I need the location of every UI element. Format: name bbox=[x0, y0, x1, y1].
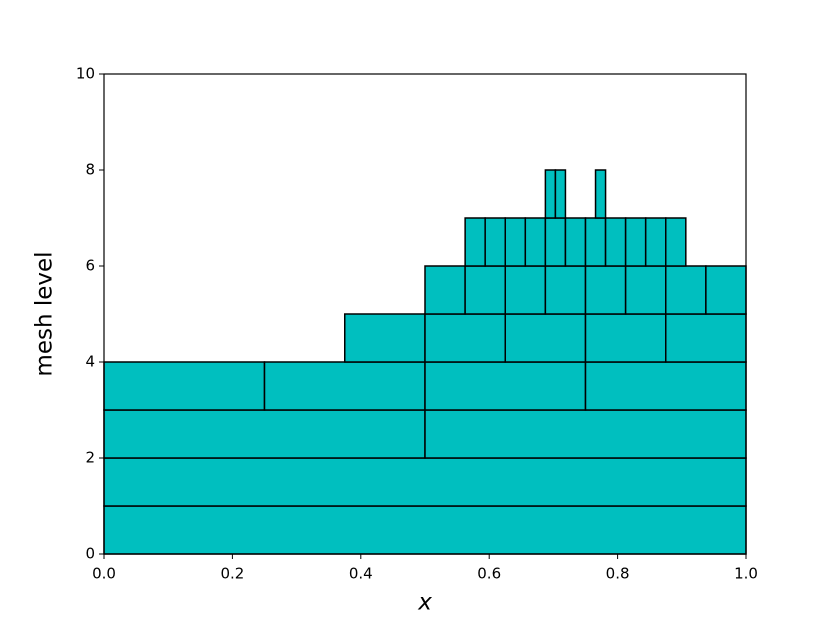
mesh-cell bbox=[424, 409, 747, 459]
y-tick-label: 8 bbox=[85, 161, 95, 179]
x-tick-label: 1.0 bbox=[734, 565, 758, 583]
x-tick-label: 0.2 bbox=[220, 565, 244, 583]
mesh-cell bbox=[103, 505, 747, 555]
mesh-cell bbox=[604, 217, 627, 267]
y-tick-label: 2 bbox=[85, 449, 95, 467]
y-tick-label: 6 bbox=[85, 257, 95, 275]
mesh-cell bbox=[464, 265, 506, 315]
mesh-cell bbox=[584, 313, 667, 363]
mesh-cell bbox=[424, 313, 506, 363]
x-tick-label: 0.8 bbox=[606, 565, 630, 583]
mesh-cell bbox=[705, 265, 747, 315]
mesh-cell bbox=[544, 169, 557, 219]
mesh-cell bbox=[624, 265, 667, 315]
mesh-cell bbox=[564, 217, 587, 267]
mesh-cell bbox=[103, 361, 266, 411]
mesh-cell bbox=[554, 169, 567, 219]
mesh-cell bbox=[424, 265, 466, 315]
x-axis-label: x bbox=[417, 590, 432, 616]
plot-frame bbox=[103, 73, 747, 555]
mesh-cell bbox=[464, 217, 486, 267]
mesh-cell bbox=[584, 265, 627, 315]
mesh-cell bbox=[524, 217, 547, 267]
y-axis-label: mesh level bbox=[32, 251, 58, 376]
mesh-cell bbox=[504, 313, 587, 363]
mesh-cell bbox=[584, 217, 607, 267]
mesh-cell bbox=[103, 409, 426, 459]
mesh-cell bbox=[665, 217, 687, 267]
mesh-cell bbox=[103, 457, 747, 507]
y-tick-label: 4 bbox=[85, 353, 95, 371]
x-tick-label: 0.0 bbox=[92, 565, 116, 583]
mesh-cell bbox=[624, 217, 647, 267]
mesh-cell bbox=[584, 361, 747, 411]
mesh-cell bbox=[544, 265, 587, 315]
mesh-cell bbox=[504, 265, 547, 315]
x-tick-label: 0.6 bbox=[477, 565, 501, 583]
mesh-cell bbox=[644, 217, 667, 267]
mesh-cell bbox=[484, 217, 506, 267]
y-tick-label: 0 bbox=[85, 545, 95, 563]
mesh-cell bbox=[344, 313, 426, 363]
mesh-cell bbox=[504, 217, 527, 267]
mesh-cell bbox=[665, 265, 707, 315]
x-tick-label: 0.4 bbox=[349, 565, 373, 583]
mesh-cell bbox=[544, 217, 567, 267]
y-tick-label: 10 bbox=[76, 65, 95, 83]
mesh-cell bbox=[263, 361, 426, 411]
mesh-cell bbox=[594, 169, 607, 219]
mesh-cell bbox=[424, 361, 587, 411]
mesh-cell bbox=[665, 313, 747, 363]
